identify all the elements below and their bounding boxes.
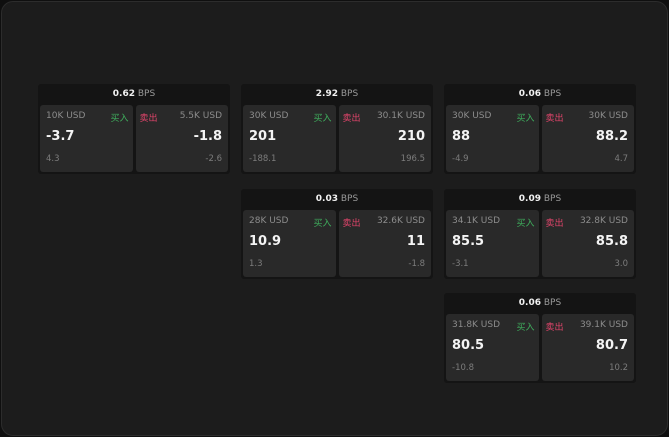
buy-label: 买入 (516, 323, 535, 333)
buy-size: 10K USD (46, 111, 86, 121)
sell-label: 卖出 (342, 114, 361, 124)
buy-price: 85.5 (452, 234, 485, 249)
spread-unit: BPS (543, 298, 562, 308)
sell-label: 卖出 (545, 323, 564, 333)
sell-button[interactable]: 30.1K USD 卖出 210 196.5 (338, 105, 431, 172)
sell-change: 4.7 (614, 154, 628, 164)
spread-unit: BPS (543, 194, 562, 204)
sell-change: 196.5 (400, 154, 425, 164)
quote-card: 2.92 BPS 30K USD 买入 201 -188.1 30.1K USD… (241, 84, 433, 174)
spread-header: 0.06 BPS (444, 293, 636, 313)
quote-card: 0.03 BPS 28K USD 买入 10.9 1.3 32.6K USD 卖… (241, 189, 433, 279)
buy-button[interactable]: 10K USD 买入 -3.7 4.3 (40, 105, 133, 172)
spread-unit: BPS (137, 89, 156, 99)
sell-price: 11 (406, 234, 425, 249)
sell-size: 30K USD (588, 111, 628, 121)
sell-button[interactable]: 32.8K USD 卖出 85.8 3.0 (541, 210, 634, 277)
sell-size: 32.6K USD (376, 216, 425, 226)
sell-price: 210 (397, 129, 425, 144)
spread-unit: BPS (340, 194, 359, 204)
buy-price: 80.5 (452, 338, 485, 353)
buy-change: -188.1 (249, 154, 277, 164)
sell-button[interactable]: 39.1K USD 卖出 80.7 10.2 (541, 314, 634, 381)
buy-change: -3.1 (452, 259, 469, 269)
sell-size: 5.5K USD (179, 111, 222, 121)
sell-button[interactable]: 5.5K USD 卖出 -1.8 -2.6 (135, 105, 228, 172)
spread-header: 0.06 BPS (444, 84, 636, 104)
quote-card: 0.09 BPS 34.1K USD 买入 85.5 -3.1 32.8K US… (444, 189, 636, 279)
buy-price: 88 (452, 129, 471, 144)
buy-button[interactable]: 30K USD 买入 88 -4.9 (446, 105, 539, 172)
buy-label: 买入 (110, 114, 129, 124)
sell-button[interactable]: 30K USD 卖出 88.2 4.7 (541, 105, 634, 172)
buy-size: 31.8K USD (452, 320, 501, 330)
buy-label: 买入 (313, 114, 332, 124)
quote-card: 0.06 BPS 30K USD 买入 88 -4.9 30K USD 卖出 8… (444, 84, 636, 174)
buy-size: 34.1K USD (452, 216, 501, 226)
spread-value: 0.06 (518, 298, 541, 308)
spread-value: 0.09 (518, 194, 541, 204)
buy-button[interactable]: 34.1K USD 买入 85.5 -3.1 (446, 210, 539, 277)
spread-header: 0.03 BPS (241, 189, 433, 209)
sell-size: 39.1K USD (579, 320, 628, 330)
spread-unit: BPS (543, 89, 562, 99)
spread-value: 0.06 (518, 89, 541, 99)
spread-value: 0.03 (315, 194, 338, 204)
buy-change: -4.9 (452, 154, 469, 164)
spread-unit: BPS (340, 89, 359, 99)
sell-label: 卖出 (342, 219, 361, 229)
buy-button[interactable]: 28K USD 买入 10.9 1.3 (243, 210, 336, 277)
buy-size: 30K USD (249, 111, 289, 121)
sell-label: 卖出 (545, 219, 564, 229)
buy-change: -10.8 (452, 363, 474, 373)
buy-button[interactable]: 30K USD 买入 201 -188.1 (243, 105, 336, 172)
sell-label: 卖出 (545, 114, 564, 124)
sell-price: -1.8 (193, 129, 222, 144)
buy-price: -3.7 (46, 129, 75, 144)
buy-price: 10.9 (249, 234, 282, 249)
buy-size: 28K USD (249, 216, 289, 226)
quote-card: 0.06 BPS 31.8K USD 买入 80.5 -10.8 39.1K U… (444, 293, 636, 383)
spread-value: 0.62 (112, 89, 135, 99)
sell-size: 32.8K USD (579, 216, 628, 226)
sell-price: 88.2 (595, 129, 628, 144)
quote-card: 0.62 BPS 10K USD 买入 -3.7 4.3 5.5K USD 卖出… (38, 84, 230, 174)
sell-price: 85.8 (595, 234, 628, 249)
spread-header: 2.92 BPS (241, 84, 433, 104)
sell-change: -2.6 (205, 154, 222, 164)
sell-label: 卖出 (139, 114, 158, 124)
sell-button[interactable]: 32.6K USD 卖出 11 -1.8 (338, 210, 431, 277)
buy-button[interactable]: 31.8K USD 买入 80.5 -10.8 (446, 314, 539, 381)
buy-label: 买入 (516, 219, 535, 229)
buy-label: 买入 (516, 114, 535, 124)
buy-label: 买入 (313, 219, 332, 229)
buy-size: 30K USD (452, 111, 492, 121)
sell-change: 10.2 (609, 363, 628, 373)
spread-header: 0.62 BPS (38, 84, 230, 104)
buy-change: 4.3 (46, 154, 60, 164)
sell-change: 3.0 (614, 259, 628, 269)
sell-change: -1.8 (408, 259, 425, 269)
buy-price: 201 (249, 129, 277, 144)
spread-value: 2.92 (315, 89, 338, 99)
sell-price: 80.7 (595, 338, 628, 353)
sell-size: 30.1K USD (376, 111, 425, 121)
spread-header: 0.09 BPS (444, 189, 636, 209)
buy-change: 1.3 (249, 259, 263, 269)
